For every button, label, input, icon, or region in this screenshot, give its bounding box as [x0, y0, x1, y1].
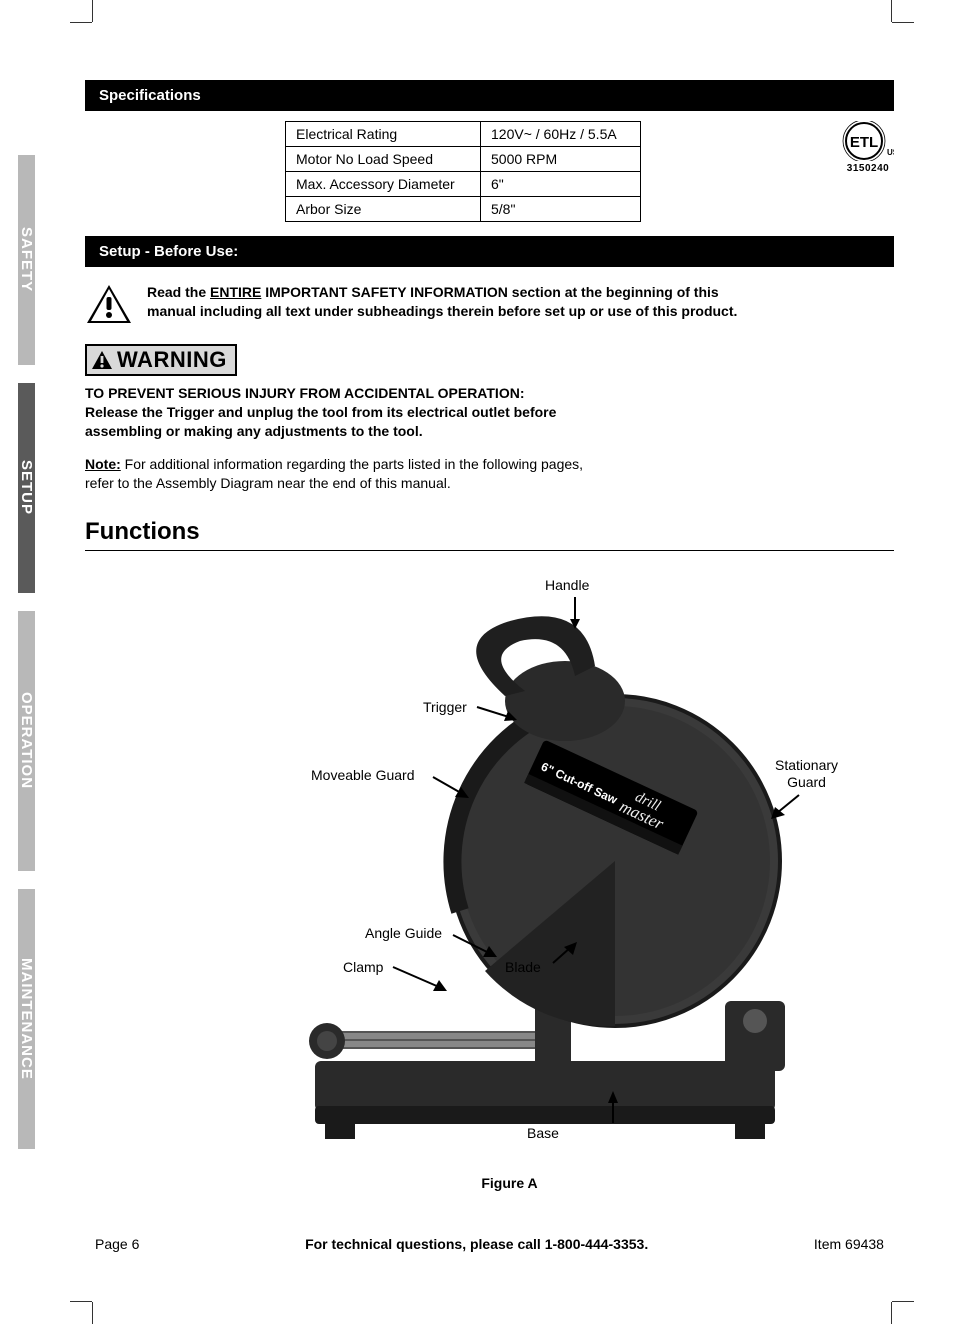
- note-label: Note:: [85, 456, 121, 472]
- crop-mark: [70, 1301, 92, 1302]
- safety-alert-text: Read the ENTIRE IMPORTANT SAFETY INFORMA…: [147, 283, 737, 321]
- crop-mark: [892, 22, 914, 23]
- crop-mark: [892, 1301, 914, 1302]
- warning-badge-text: WARNING: [117, 347, 227, 373]
- arrow-icon: [565, 595, 585, 629]
- arrow-icon: [549, 941, 579, 967]
- arrow-icon: [475, 699, 519, 723]
- callout-base: Base: [527, 1125, 559, 1141]
- tab-operation: OPERATION: [18, 611, 35, 871]
- specifications-header: Specifications: [85, 80, 894, 111]
- crop-mark: [70, 22, 92, 23]
- arrow-icon: [451, 931, 499, 959]
- svg-text:US: US: [887, 148, 894, 157]
- crop-mark: [92, 0, 93, 22]
- setup-header: Setup - Before Use:: [85, 236, 894, 267]
- callout-stationary-guard: Stationary Guard: [775, 757, 838, 789]
- arrow-icon: [391, 963, 451, 993]
- specifications-row: Electrical Rating 120V~ / 60Hz / 5.5A Mo…: [85, 121, 894, 236]
- alert-mid: IMPORTANT SAFETY INFORMATION section at …: [261, 284, 718, 300]
- arrow-icon: [431, 773, 471, 799]
- spec-label: Arbor Size: [286, 197, 481, 222]
- warning-line3: assembling or making any adjustments to …: [85, 422, 894, 441]
- crop-mark: [891, 1302, 892, 1324]
- tab-safety: SAFETY: [18, 155, 35, 365]
- callout-trigger: Trigger: [423, 699, 467, 715]
- spec-table: Electrical Rating 120V~ / 60Hz / 5.5A Mo…: [285, 121, 641, 222]
- warning-body: TO PREVENT SERIOUS INJURY FROM ACCIDENTA…: [85, 384, 894, 441]
- certification-number: 3150240: [842, 163, 894, 174]
- footer-center: For technical questions, please call 1-8…: [305, 1236, 648, 1252]
- footer-item: Item 69438: [814, 1236, 884, 1252]
- table-row: Arbor Size 5/8": [286, 197, 641, 222]
- spec-label: Max. Accessory Diameter: [286, 172, 481, 197]
- tab-setup: SETUP: [18, 383, 35, 593]
- callout-text: Guard: [787, 774, 826, 790]
- warning-triangle-small-icon: [91, 350, 113, 370]
- svg-text:ETL: ETL: [850, 134, 878, 151]
- tab-maintenance: MAINTENANCE: [18, 889, 35, 1149]
- note-line1: For additional information regarding the…: [121, 456, 583, 472]
- spec-value: 6": [481, 172, 641, 197]
- alert-entire: ENTIRE: [210, 284, 261, 300]
- warning-line2: Release the Trigger and unplug the tool …: [85, 403, 894, 422]
- spec-value: 120V~ / 60Hz / 5.5A: [481, 122, 641, 147]
- page-content: Specifications Electrical Rating 120V~ /…: [85, 80, 894, 1191]
- spec-label: Electrical Rating: [286, 122, 481, 147]
- table-row: Motor No Load Speed 5000 RPM: [286, 147, 641, 172]
- callout-clamp: Clamp: [343, 959, 383, 975]
- arrow-icon: [769, 791, 803, 821]
- product-illustration: drill master 6" Cut-off Saw: [285, 601, 825, 1161]
- callout-handle: Handle: [545, 577, 589, 593]
- callout-blade: Blade: [505, 959, 541, 975]
- etl-logo-icon: ETL US: [842, 121, 894, 161]
- callout-moveable-guard: Moveable Guard: [311, 767, 415, 783]
- side-tabs: SAFETY SETUP OPERATION MAINTENANCE: [18, 155, 68, 1167]
- note-line2: refer to the Assembly Diagram near the e…: [85, 475, 451, 491]
- spec-label: Motor No Load Speed: [286, 147, 481, 172]
- footer-page: Page 6: [95, 1236, 139, 1252]
- alert-prefix: Read the: [147, 284, 210, 300]
- spec-value: 5/8": [481, 197, 641, 222]
- table-row: Electrical Rating 120V~ / 60Hz / 5.5A: [286, 122, 641, 147]
- crop-mark: [92, 1302, 93, 1324]
- note-body: Note: For additional information regardi…: [85, 455, 894, 493]
- page-footer: Page 6 For technical questions, please c…: [95, 1236, 884, 1252]
- warning-line1: TO PREVENT SERIOUS INJURY FROM ACCIDENTA…: [85, 384, 894, 403]
- figure-a: drill master 6" Cut-off Saw Handle Trigg…: [205, 581, 874, 1181]
- alert-line2: manual including all text under subheadi…: [147, 303, 737, 319]
- safety-alert-row: Read the ENTIRE IMPORTANT SAFETY INFORMA…: [85, 277, 894, 342]
- crop-mark: [891, 0, 892, 22]
- certification-mark: ETL US 3150240: [842, 121, 894, 174]
- warning-triangle-icon: [85, 283, 133, 330]
- spec-value: 5000 RPM: [481, 147, 641, 172]
- callout-angle-guide: Angle Guide: [365, 925, 442, 941]
- table-row: Max. Accessory Diameter 6": [286, 172, 641, 197]
- functions-heading: Functions: [85, 518, 894, 551]
- arrow-icon: [603, 1091, 623, 1125]
- callout-text: Stationary: [775, 757, 838, 773]
- warning-badge: WARNING: [85, 344, 237, 376]
